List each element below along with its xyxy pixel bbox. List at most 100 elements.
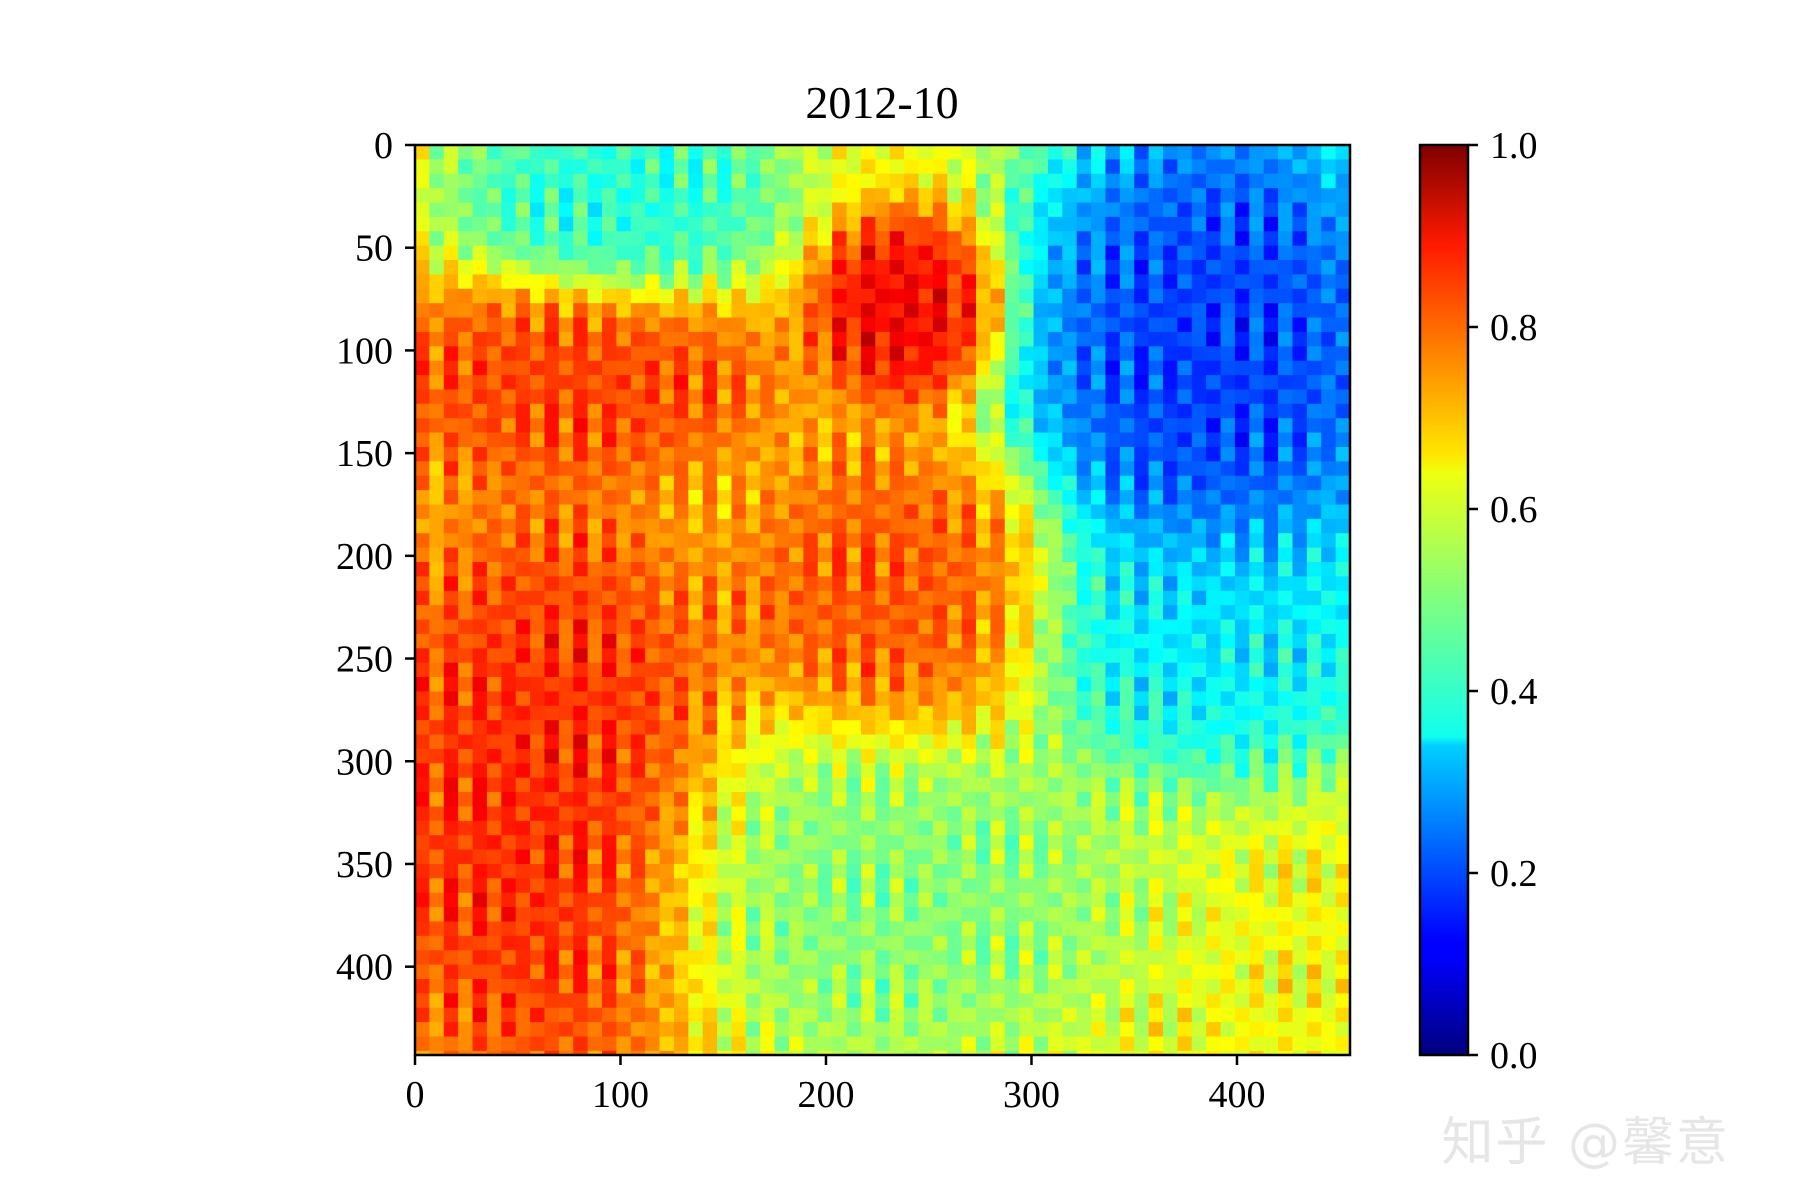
heatmap-cell — [1220, 590, 1236, 606]
heatmap-cell — [860, 159, 876, 175]
heatmap-cell — [1148, 403, 1164, 419]
heatmap-cell — [803, 576, 819, 592]
heatmap-cell — [947, 979, 963, 994]
heatmap-cell — [745, 777, 761, 793]
heatmap-cell — [1148, 619, 1164, 635]
heatmap-cell — [789, 979, 804, 994]
heatmap-cell — [932, 188, 948, 204]
heatmap-cell — [1047, 892, 1063, 908]
heatmap-cell — [501, 346, 517, 362]
heatmap-cell — [1119, 317, 1135, 333]
heatmap-cell — [717, 518, 733, 534]
heatmap-cell — [1091, 216, 1107, 232]
heatmap-cell — [904, 562, 920, 577]
heatmap-cell — [760, 145, 776, 160]
heatmap-cell — [745, 892, 761, 908]
heatmap-cell — [472, 806, 488, 822]
heatmap-cell — [1335, 418, 1350, 434]
heatmap-cell — [415, 748, 430, 764]
heatmap-cell — [1163, 677, 1178, 693]
heatmap-cell — [645, 1036, 661, 1052]
heatmap-cell — [1220, 878, 1236, 894]
heatmap-cell — [789, 576, 804, 592]
heatmap-cell — [1278, 331, 1294, 347]
heatmap-cell — [1191, 288, 1207, 304]
heatmap-cell — [1177, 792, 1193, 808]
heatmap-cell — [904, 331, 920, 347]
heatmap-cell — [573, 288, 589, 304]
heatmap-cell — [702, 907, 718, 923]
heatmap-cell — [443, 231, 459, 247]
heatmap-cell — [1062, 159, 1078, 175]
heatmap-cell — [774, 835, 790, 851]
heatmap-cell — [932, 432, 948, 448]
heatmap-cell — [429, 950, 445, 966]
heatmap-cell — [1249, 1007, 1265, 1023]
heatmap-cell — [875, 317, 891, 333]
heatmap-cell — [947, 288, 963, 304]
heatmap-cell — [673, 677, 689, 693]
heatmap-cell — [673, 547, 689, 563]
heatmap-cell — [1148, 720, 1164, 736]
heatmap-cell — [1134, 403, 1150, 419]
heatmap-cell — [602, 792, 617, 808]
heatmap-cell — [1105, 576, 1121, 592]
heatmap-cell — [1191, 360, 1207, 376]
heatmap-cell — [501, 145, 517, 160]
heatmap-cell — [947, 605, 963, 621]
heatmap-cell — [889, 403, 905, 419]
heatmap-cell — [515, 892, 531, 908]
heatmap-cell — [429, 576, 445, 592]
heatmap-cell — [745, 547, 761, 563]
heatmap-cell — [1091, 605, 1107, 621]
heatmap-cell — [1047, 605, 1063, 621]
heatmap-cell — [1033, 145, 1049, 160]
heatmap-cell — [1076, 432, 1092, 448]
heatmap-cell — [602, 331, 617, 347]
heatmap-cell — [1263, 303, 1279, 319]
heatmap-cell — [630, 1022, 646, 1038]
heatmap-cell — [789, 720, 804, 736]
heatmap-cell — [673, 590, 689, 606]
heatmap-cell — [1220, 202, 1236, 218]
heatmap-cell — [760, 677, 776, 693]
heatmap-cell — [1134, 849, 1150, 865]
heatmap-cell — [1134, 792, 1150, 808]
heatmap-cell — [1249, 389, 1265, 405]
heatmap-cell — [602, 921, 617, 937]
heatmap-cell — [990, 145, 1006, 160]
heatmap-cell — [947, 245, 963, 261]
heatmap-cell — [1105, 331, 1121, 347]
heatmap-cell — [1335, 490, 1350, 506]
heatmap-cell — [990, 648, 1006, 664]
heatmap-cell — [889, 274, 905, 290]
heatmap-cell — [1278, 633, 1294, 649]
heatmap-cell — [630, 691, 646, 707]
heatmap-cell — [1234, 993, 1250, 1009]
heatmap-cell — [1033, 619, 1049, 635]
heatmap-cell — [932, 403, 948, 419]
heatmap-cell — [587, 274, 603, 290]
heatmap-cell — [904, 849, 920, 865]
heatmap-cell — [659, 605, 675, 621]
heatmap-cell — [573, 260, 589, 276]
heatmap-cell — [1206, 705, 1222, 721]
heatmap-cell — [602, 562, 617, 577]
heatmap-cell — [659, 748, 675, 764]
heatmap-cell — [1306, 360, 1322, 376]
heatmap-cell — [515, 792, 531, 808]
heatmap-cell — [745, 504, 761, 520]
heatmap-cell — [1134, 562, 1150, 577]
heatmap-cell — [774, 533, 790, 549]
heatmap-cell — [961, 835, 977, 851]
heatmap-cell — [947, 346, 963, 362]
heatmap-cell — [1220, 619, 1236, 635]
heatmap-cell — [1019, 633, 1035, 649]
heatmap-cell — [486, 346, 502, 362]
heatmap-cell — [990, 590, 1006, 606]
heatmap-cell — [918, 260, 934, 276]
heatmap-cell — [846, 677, 862, 693]
heatmap-cell — [443, 734, 459, 750]
heatmap-cell — [472, 1007, 488, 1023]
heatmap-cell — [443, 446, 459, 462]
